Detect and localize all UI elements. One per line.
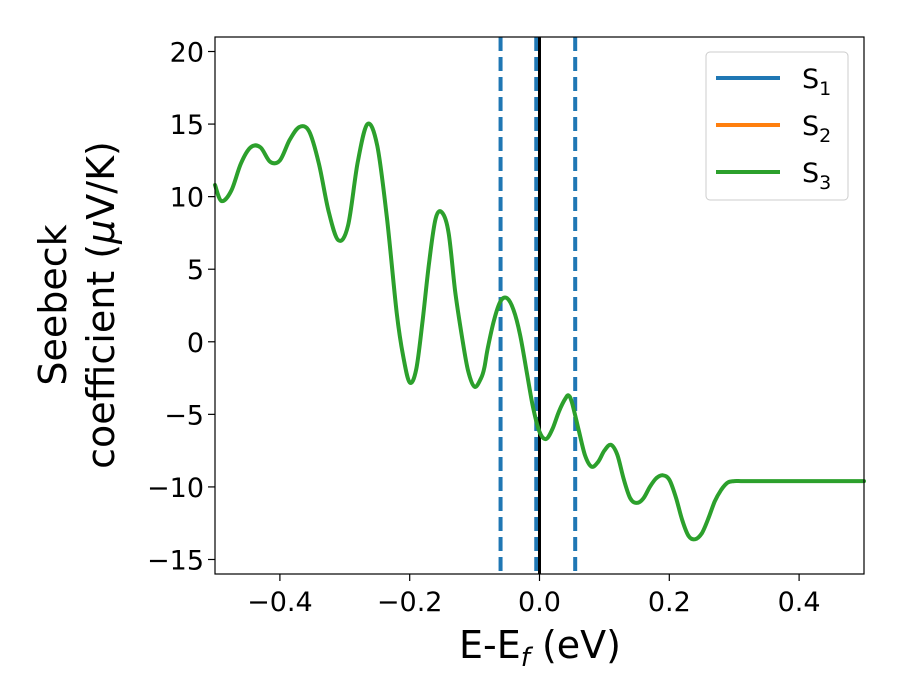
x-tick-label: 0.4	[778, 587, 821, 618]
y-tick-label: 15	[170, 110, 204, 141]
y-axis-title: Seebeck coefficient (μV/K)	[31, 141, 123, 469]
y-axis-title-line2: coefficient (μV/K)	[79, 141, 123, 469]
y-tick-label: 0	[187, 328, 204, 359]
y-tick-label: 20	[170, 38, 204, 69]
y-axis-title-line1: Seebeck	[31, 224, 75, 385]
x-tick-label: 0.2	[648, 587, 691, 618]
legend-label-s2: S2	[802, 111, 831, 147]
legend-label-s1: S1	[802, 64, 831, 100]
y-tick-label: 5	[187, 255, 204, 286]
x-tick-label: −0.4	[247, 587, 313, 618]
y-tick-label: −15	[147, 545, 204, 576]
chart-marks	[213, 37, 866, 574]
series-line-s3	[213, 121, 866, 542]
x-tick-label: −0.2	[377, 587, 443, 618]
y-tick-label: −10	[147, 473, 204, 504]
legend-label-s3: S3	[802, 158, 831, 194]
y-tick-label: 10	[170, 183, 204, 214]
x-tick-label: 0.0	[518, 587, 561, 618]
axis-ticks: −0.4 −0.2 0.0 0.2 0.4 −15 −10 −5 0 5 10 15 20	[147, 38, 821, 618]
legend: S1 S2 S3	[705, 51, 849, 201]
x-axis-title: E-Ef (eV)	[459, 623, 621, 673]
y-tick-label: −5	[164, 400, 204, 431]
